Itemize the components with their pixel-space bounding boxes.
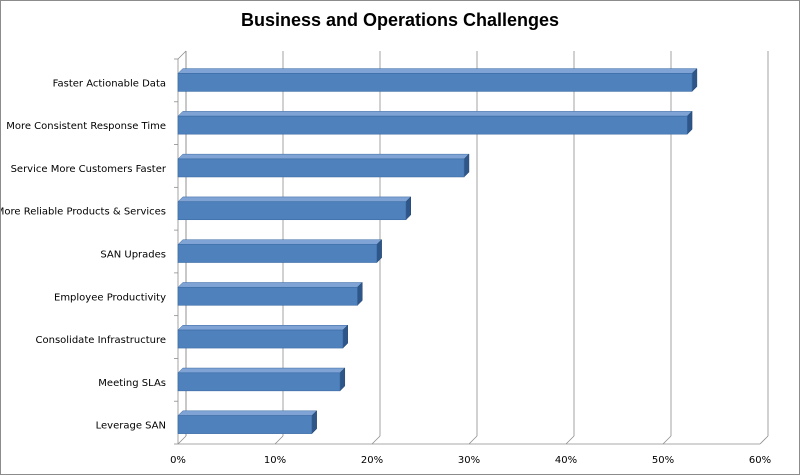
bar-top-face (177, 196, 412, 202)
chart-title: Business and Operations Challenges (240, 10, 560, 30)
floor-gridline (177, 435, 187, 445)
category-label: Leverage SAN (96, 421, 166, 432)
floor-gridline (759, 435, 769, 445)
floor-gridline (371, 435, 381, 445)
bar (177, 372, 341, 392)
category-label: Faster Actionable Data (53, 78, 166, 89)
x-tick-label: 30% (458, 455, 480, 466)
category-label: Service More Customers Faster (11, 164, 167, 175)
floor-gridline (468, 435, 478, 445)
bar (177, 244, 378, 263)
floor-gridline (565, 435, 575, 445)
category-label: Meeting SLAs (98, 378, 166, 389)
x-tick-label: 60% (749, 455, 771, 466)
x-tick-label: 50% (652, 455, 674, 466)
bar-top-face (177, 410, 318, 416)
floor-gridline (662, 435, 672, 445)
bar-top-face (177, 367, 346, 374)
bar-top-face (177, 282, 363, 288)
category-label: More Consistent Response Time (6, 121, 166, 132)
bar-top-face (177, 111, 693, 117)
bar (177, 201, 407, 221)
x-tick-label: 0% (170, 455, 186, 466)
y-axis-top-edge (177, 50, 187, 60)
category-label: SAN Uprades (100, 250, 166, 261)
x-tick-label: 40% (555, 455, 577, 466)
bar (177, 286, 358, 306)
bar (177, 115, 688, 135)
bar (177, 415, 313, 434)
bar-top-face (177, 239, 383, 245)
bar-top-face (177, 325, 349, 331)
bar-top-face (177, 68, 698, 74)
x-tick-label: 10% (264, 455, 286, 466)
category-label: Consolidate Infrastructure (36, 335, 166, 346)
bar-top-face (177, 153, 470, 160)
bar (177, 329, 344, 349)
x-tick-label: 20% (361, 455, 383, 466)
floor-gridline (274, 435, 284, 445)
category-label: Employee Productivity (54, 292, 166, 303)
category-label: More Reliable Products & Services (1, 207, 166, 218)
bar (177, 158, 465, 178)
bar (177, 73, 693, 92)
